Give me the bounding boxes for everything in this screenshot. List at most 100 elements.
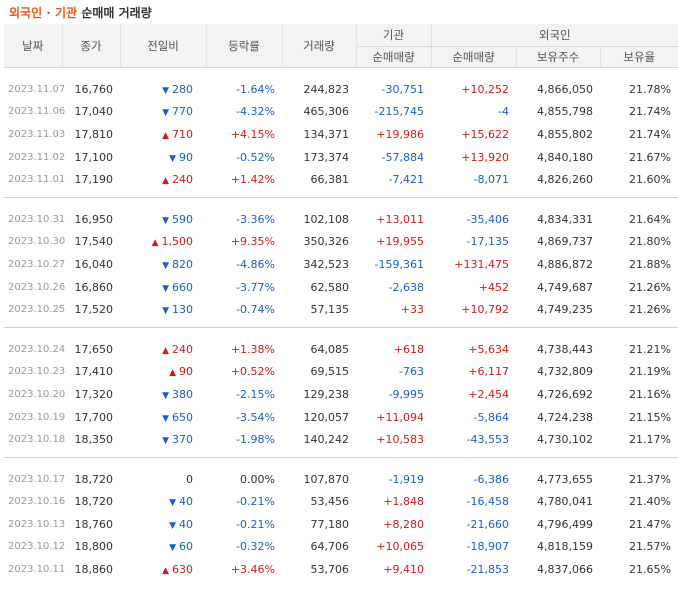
row-ratio: 21.37% bbox=[629, 472, 671, 486]
row-change-value: 660 bbox=[172, 280, 193, 294]
row-close: 17,040 bbox=[74, 105, 114, 119]
row-change: ▲ 1,500 bbox=[120, 231, 206, 254]
triangle-down-icon: ▼ bbox=[162, 85, 169, 96]
row-ratio: 21.21% bbox=[629, 342, 671, 356]
triangle-down-icon: ▼ bbox=[162, 436, 169, 447]
row-foreign-net: +15,622 bbox=[461, 127, 509, 141]
row-rate: +4.15% bbox=[230, 127, 275, 141]
row-institution-net: +9,410 bbox=[383, 563, 424, 577]
row-holdings: 4,732,809 bbox=[537, 365, 593, 379]
triangle-down-icon: ▼ bbox=[162, 306, 169, 317]
row-rate: +3.46% bbox=[230, 563, 275, 577]
row-change: ▼ 380 bbox=[120, 383, 206, 406]
row-rate: -0.21% bbox=[236, 495, 275, 509]
triangle-down-icon: ▼ bbox=[162, 390, 169, 401]
row-rate: -3.54% bbox=[236, 410, 275, 424]
group-spacer bbox=[4, 450, 678, 458]
row-close: 16,040 bbox=[74, 257, 114, 271]
row-change-value: 0 bbox=[186, 472, 193, 486]
table-row: 2023.11.06 17,040 ▼ 770 -4.32% 465,306 -215,74… bbox=[4, 101, 678, 124]
row-volume: 342,523 bbox=[303, 257, 350, 271]
row-close: 17,100 bbox=[74, 150, 114, 164]
row-institution-net: +10,583 bbox=[376, 433, 424, 447]
row-volume: 53,706 bbox=[310, 563, 350, 577]
row-institution-net: +8,280 bbox=[383, 517, 424, 531]
header-date: 날짜 bbox=[4, 24, 63, 68]
row-foreign-net: +452 bbox=[478, 280, 509, 294]
table-row: 2023.10.31 16,950 ▼ 590 -3.36% 102,108 +13,011… bbox=[4, 208, 678, 231]
row-foreign-net: -18,907 bbox=[466, 540, 509, 554]
table-body: 2023.11.07 16,760 ▼ 280 -1.64% 244,823 -30,751… bbox=[4, 68, 678, 581]
row-institution-net: -2,638 bbox=[388, 280, 424, 294]
row-rate: -0.32% bbox=[236, 540, 275, 554]
row-change: ▼ 820 bbox=[120, 253, 206, 276]
row-foreign-net: +13,920 bbox=[461, 150, 509, 164]
triangle-down-icon: ▼ bbox=[162, 215, 169, 226]
header-foreign-group: 외국인 bbox=[431, 24, 678, 47]
row-rate: -1.98% bbox=[236, 433, 275, 447]
row-rate: +1.38% bbox=[230, 342, 275, 356]
row-holdings: 4,826,260 bbox=[537, 173, 593, 187]
row-foreign-net: +6,117 bbox=[468, 365, 509, 379]
row-volume: 66,381 bbox=[310, 173, 350, 187]
table-row: 2023.11.02 17,100 ▼ 90 -0.52% 173,374 -57,884 +… bbox=[4, 146, 678, 169]
row-holdings: 4,834,331 bbox=[537, 212, 593, 226]
row-change: ▼ 90 bbox=[120, 146, 206, 169]
row-ratio: 21.26% bbox=[629, 280, 671, 294]
triangle-down-icon: ▼ bbox=[169, 520, 176, 531]
row-change: ▼ 40 bbox=[120, 513, 206, 536]
row-change-value: 630 bbox=[172, 563, 193, 577]
row-close: 17,650 bbox=[74, 342, 114, 356]
row-holdings: 4,869,737 bbox=[537, 235, 593, 249]
row-rate: -0.21% bbox=[236, 517, 275, 531]
row-rate: +9.35% bbox=[230, 235, 275, 249]
row-rate: -4.86% bbox=[236, 257, 275, 271]
row-change: ▼ 60 bbox=[120, 536, 206, 559]
row-change-value: 240 bbox=[172, 173, 193, 187]
title-foreign: 외국인 bbox=[9, 6, 43, 20]
row-foreign-net: +5,634 bbox=[468, 342, 509, 356]
row-foreign-net: +2,454 bbox=[468, 387, 509, 401]
row-holdings: 4,818,159 bbox=[537, 540, 593, 554]
row-close: 17,540 bbox=[74, 235, 114, 249]
table-row: 2023.10.17 18,720 0 0.00% 107,870 -1,919 -6,38… bbox=[4, 468, 678, 491]
row-ratio: 21.19% bbox=[629, 365, 671, 379]
table-row: 2023.10.25 17,520 ▼ 130 -0.74% 57,135 +33 +10,7… bbox=[4, 298, 678, 321]
row-close: 18,720 bbox=[74, 472, 114, 486]
row-date: 2023.10.19 bbox=[8, 411, 66, 423]
row-ratio: 21.16% bbox=[629, 387, 671, 401]
row-date: 2023.10.20 bbox=[8, 388, 66, 400]
row-holdings: 4,749,687 bbox=[537, 280, 593, 294]
row-foreign-net: -43,553 bbox=[466, 433, 509, 447]
row-change: ▲ 240 bbox=[120, 168, 206, 191]
row-holdings: 4,773,655 bbox=[537, 472, 593, 486]
group-spacer bbox=[4, 320, 678, 328]
row-holdings: 4,780,041 bbox=[537, 495, 593, 509]
row-change-value: 280 bbox=[172, 82, 193, 96]
row-ratio: 21.67% bbox=[629, 150, 671, 164]
row-change: ▲ 630 bbox=[120, 558, 206, 581]
row-rate: -3.36% bbox=[236, 212, 275, 226]
row-change-value: 370 bbox=[172, 433, 193, 447]
row-holdings: 4,866,050 bbox=[537, 82, 593, 96]
row-institution-net: -1,919 bbox=[388, 472, 424, 486]
row-change-value: 710 bbox=[172, 127, 193, 141]
row-volume: 69,515 bbox=[310, 365, 350, 379]
row-date: 2023.10.26 bbox=[8, 281, 66, 293]
header-institution-group: 기관 bbox=[356, 24, 432, 47]
header-close: 종가 bbox=[62, 24, 121, 68]
header-institution-net: 순매매량 bbox=[356, 46, 432, 68]
group-spacer bbox=[4, 327, 678, 338]
row-change-value: 90 bbox=[179, 150, 193, 164]
row-change: ▲ 240 bbox=[120, 338, 206, 361]
row-holdings: 4,855,798 bbox=[537, 105, 593, 119]
triangle-down-icon: ▼ bbox=[162, 413, 169, 424]
row-close: 17,700 bbox=[74, 410, 114, 424]
row-foreign-net: +131,475 bbox=[454, 257, 509, 271]
row-holdings: 4,726,692 bbox=[537, 387, 593, 401]
row-ratio: 21.88% bbox=[629, 257, 671, 271]
row-foreign-net: -5,864 bbox=[473, 410, 509, 424]
title-suffix: 순매매 거래량 bbox=[81, 6, 152, 20]
triangle-up-icon: ▲ bbox=[169, 368, 176, 379]
row-ratio: 21.40% bbox=[629, 495, 671, 509]
